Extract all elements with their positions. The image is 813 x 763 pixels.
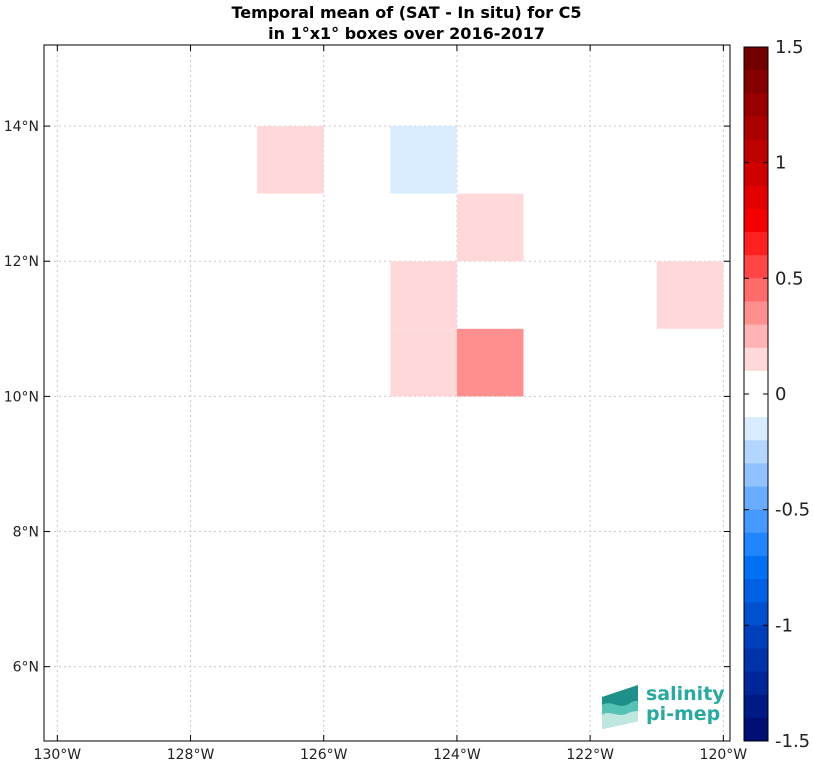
colorbar-segment-20 xyxy=(744,509,768,534)
colorbar-segment-4 xyxy=(744,139,768,164)
salinity-pi-mep-logo: salinity pi-mep xyxy=(598,683,728,731)
x-tick-label-4: 122°W xyxy=(566,747,614,763)
colorbar-tick-label-1: 1 xyxy=(775,153,786,174)
colorbar-segment-15 xyxy=(744,394,768,418)
colorbar-segment-21 xyxy=(744,532,768,557)
axis-ticks: 130°W 128°W 126°W 124°W 122°W 120°W 6°N 8°N 10°N… xyxy=(4,45,748,763)
x-tick-label-2: 126°W xyxy=(300,747,348,763)
colorbar-segment-10 xyxy=(744,278,768,302)
colorbar-segment-23 xyxy=(744,579,768,603)
colorbar-segment-27 xyxy=(744,671,768,696)
colorbar-segment-5 xyxy=(744,162,768,187)
salinity-pi-mep-logo-icon xyxy=(602,685,638,729)
logo-text-line1: salinity xyxy=(646,683,725,705)
colorbar-segment-9 xyxy=(744,255,768,279)
colorbar-tick-label-0: 1.5 xyxy=(775,37,804,58)
colorbar-tick-label-6: -1.5 xyxy=(775,731,810,752)
colorbar-segment-28 xyxy=(744,694,768,719)
colorbar-segment-19 xyxy=(744,486,768,511)
heatmap-cell-2 xyxy=(456,193,524,262)
colorbar-tick-label-2: 0.5 xyxy=(775,268,804,289)
colorbar-segment-16 xyxy=(744,417,768,441)
colorbar-segment-0 xyxy=(744,47,768,71)
x-tick-label-0: 130°W xyxy=(34,747,82,763)
colorbar-segment-2 xyxy=(744,93,768,117)
heatmap-cell-4 xyxy=(390,328,457,397)
chart-title: Temporal mean of (SAT - In situ) for C5 … xyxy=(0,2,813,44)
colorbar-tick-label-5: -1 xyxy=(775,615,793,636)
colorbar-segment-25 xyxy=(744,625,768,649)
colorbar-tick-label-4: -0.5 xyxy=(775,500,810,521)
x-tick-label-3: 124°W xyxy=(433,747,481,763)
colorbar-segment-12 xyxy=(744,324,768,349)
colorbar-segment-1 xyxy=(744,70,768,94)
colorbar-segment-18 xyxy=(744,463,768,488)
heatmap-cell-3 xyxy=(390,261,457,329)
chart-title-line1: Temporal mean of (SAT - In situ) for C5 xyxy=(231,3,582,22)
y-tick-label-3: 12°N xyxy=(4,254,39,270)
heatmap-cell-5 xyxy=(456,328,524,397)
colorbar-segment-8 xyxy=(744,232,768,256)
heatmap-cell-6 xyxy=(656,261,724,329)
y-tick-label-2: 10°N xyxy=(4,389,39,405)
x-tick-label-1: 128°W xyxy=(167,747,215,763)
colorbar: 1.5 1 0.5 0 -0.5 -1 -1.5 xyxy=(743,37,810,752)
y-tick-label-1: 8°N xyxy=(13,525,39,541)
heatmap-cell-1 xyxy=(390,126,457,194)
logo-text-line2: pi-mep xyxy=(646,703,721,725)
colorbar-segment-3 xyxy=(744,116,768,141)
colorbar-segment-7 xyxy=(744,208,768,233)
heatmap-cell-0 xyxy=(257,126,324,194)
colorbar-tick-label-3: 0 xyxy=(775,384,786,405)
chart-title-line2: in 1°x1° boxes over 2016-2017 xyxy=(268,24,545,43)
x-tick-label-5: 120°W xyxy=(700,747,748,763)
y-tick-label-0: 6°N xyxy=(13,660,39,676)
colorbar-segment-24 xyxy=(744,602,768,626)
y-tick-label-4: 14°N xyxy=(4,119,39,135)
colorbar-segment-11 xyxy=(744,301,768,326)
colorbar-segment-13 xyxy=(744,347,768,372)
colorbar-segment-26 xyxy=(744,648,768,673)
colorbar-segment-6 xyxy=(744,185,768,210)
colorbar-segment-22 xyxy=(744,555,768,580)
colorbar-segment-17 xyxy=(744,440,768,464)
heatmap-cells xyxy=(257,126,724,397)
colorbar-segment-14 xyxy=(744,370,768,395)
plot-area-background xyxy=(44,45,730,741)
colorbar-segment-29 xyxy=(744,717,768,742)
plot-area-frame xyxy=(43,44,731,742)
